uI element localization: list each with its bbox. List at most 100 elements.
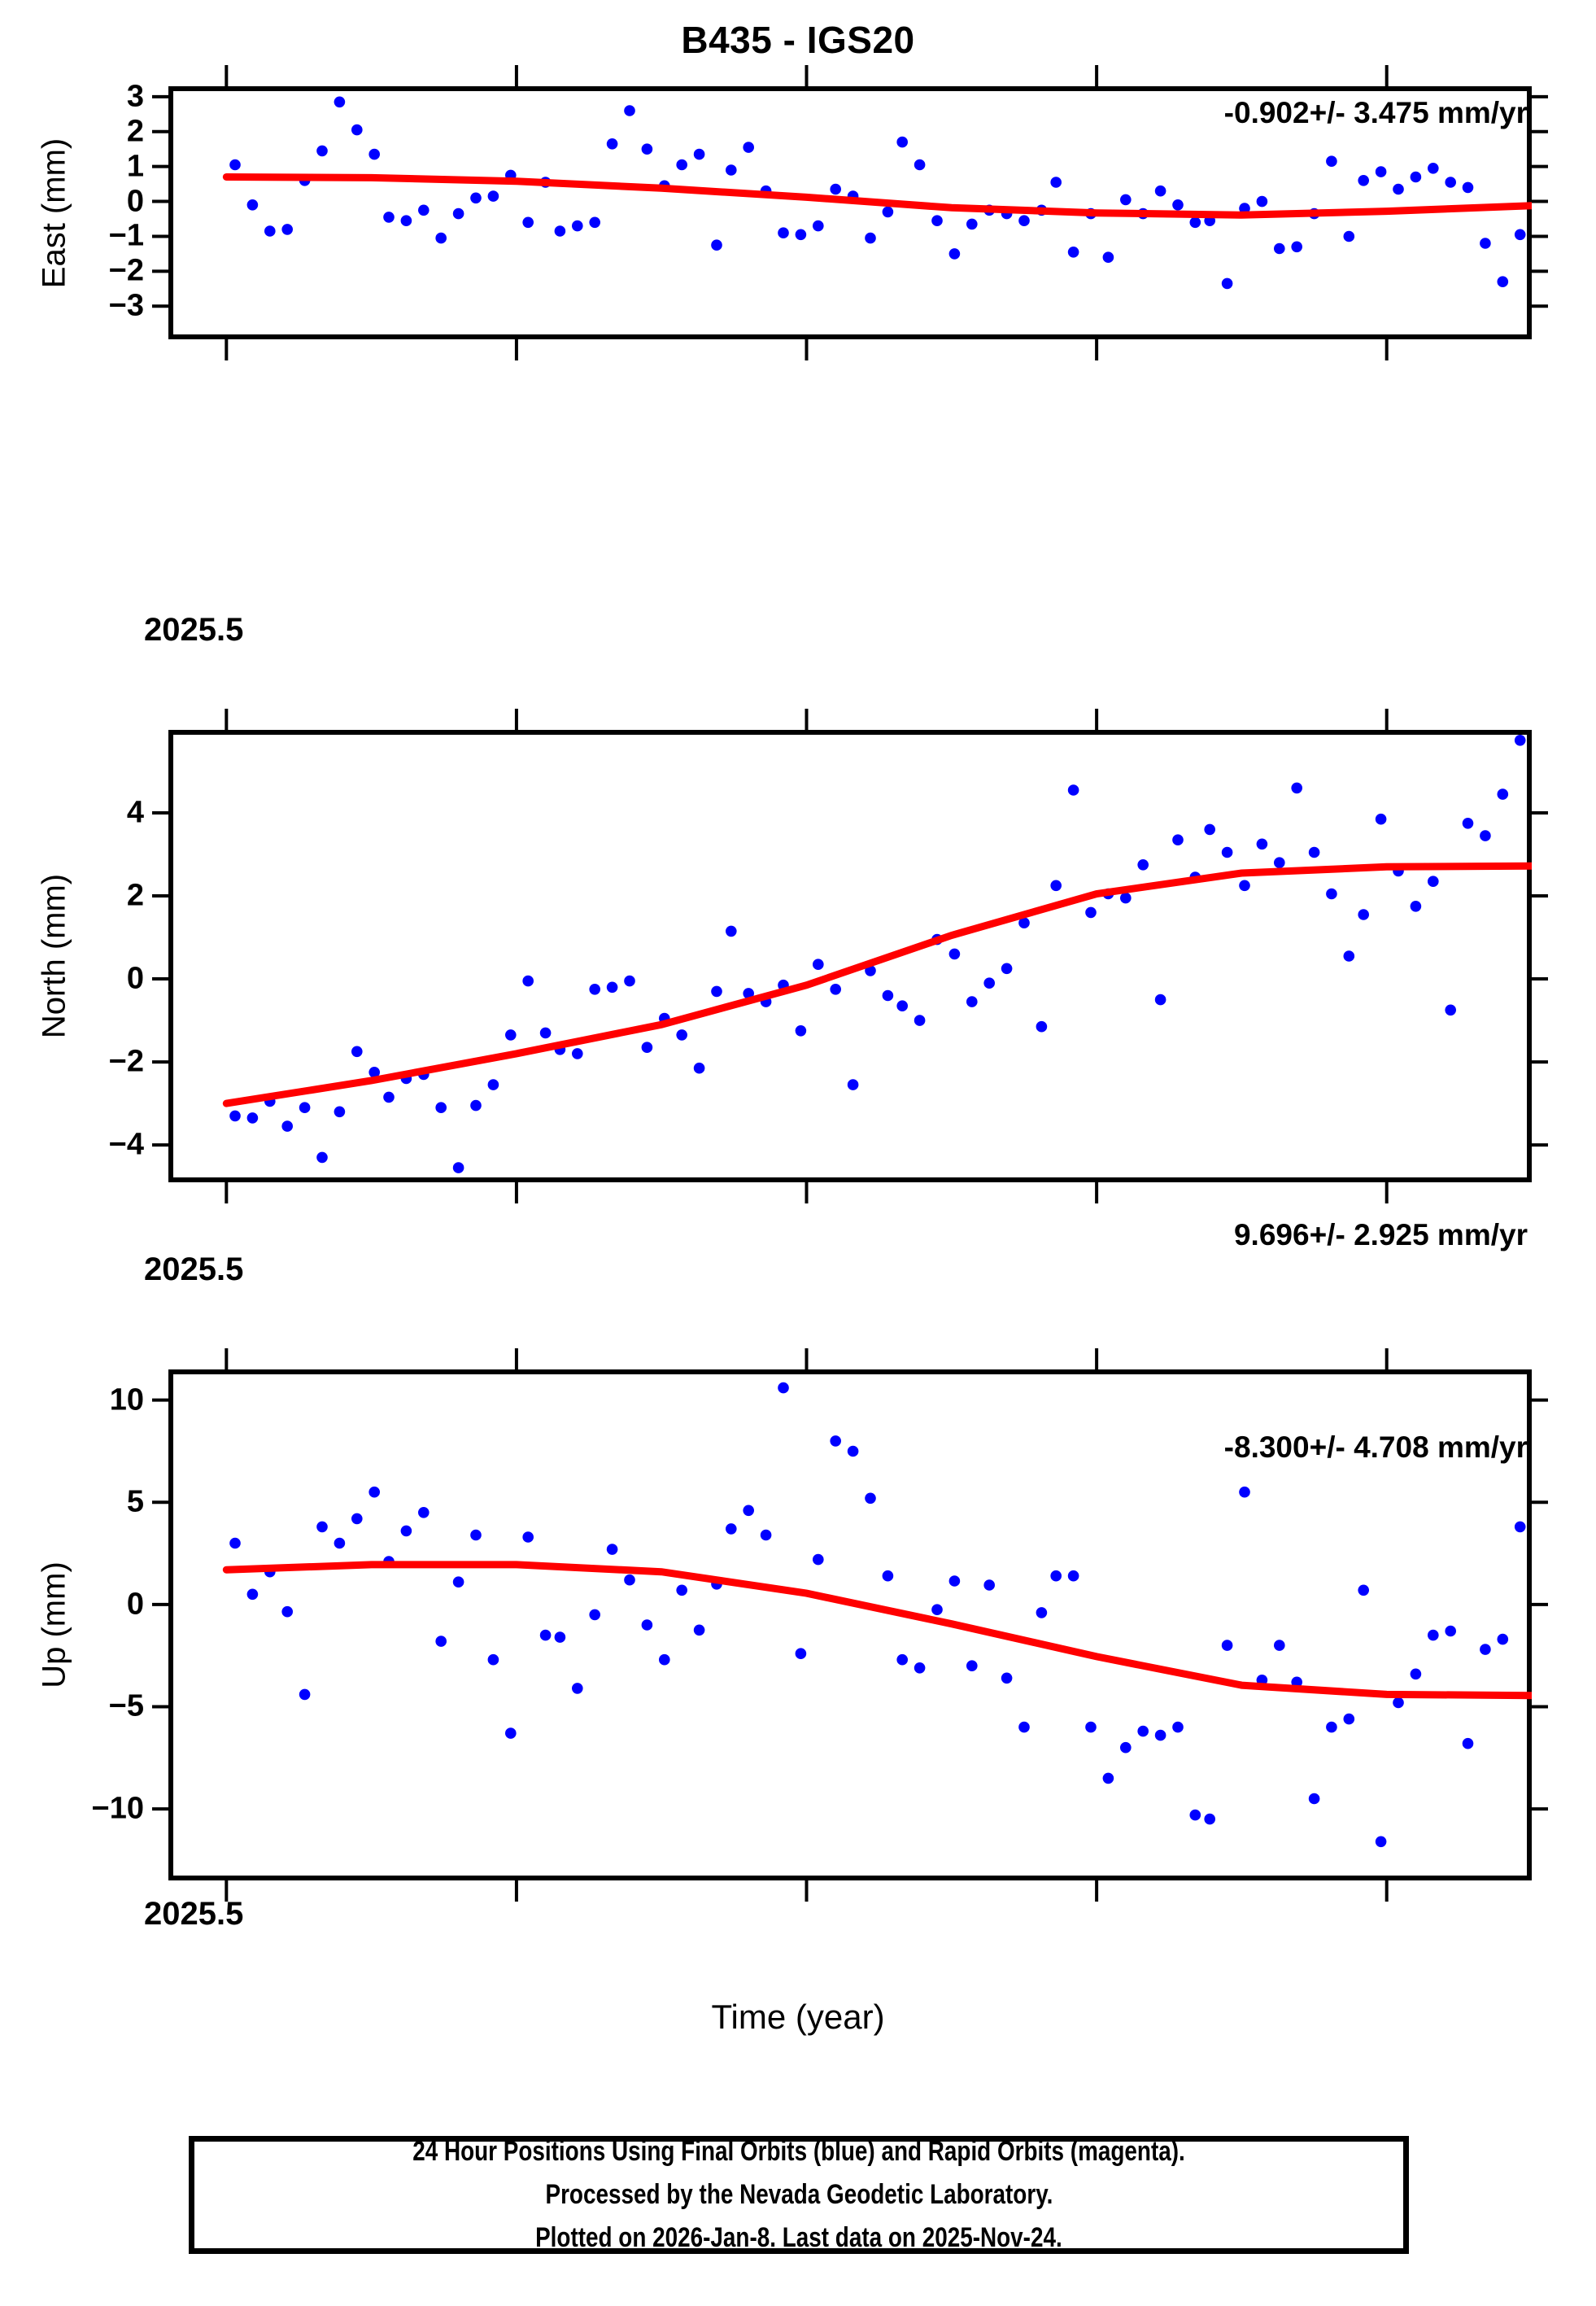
tick-marks <box>152 65 1548 360</box>
data-point <box>1001 1672 1013 1684</box>
data-point <box>246 199 259 211</box>
data-point <box>1256 838 1268 850</box>
y-tick-label: 0 <box>126 1587 144 1622</box>
data-point <box>316 1151 328 1164</box>
data-point <box>711 239 722 251</box>
data-point <box>676 1029 687 1041</box>
data-point <box>400 215 412 226</box>
y-tick-label: 5 <box>126 1484 144 1519</box>
data-point <box>914 159 926 171</box>
data-point <box>1172 1721 1184 1733</box>
data-point <box>1274 1640 1285 1651</box>
data-point <box>435 1102 447 1113</box>
data-point <box>1428 876 1439 887</box>
data-point <box>1172 834 1184 845</box>
y-tick-label: 2 <box>126 878 144 913</box>
east-panel-plot-area <box>152 65 1548 360</box>
data-point <box>1375 813 1387 825</box>
data-point <box>368 148 380 160</box>
data-point <box>1239 1486 1250 1498</box>
data-point <box>1445 177 1456 188</box>
data-point <box>914 1015 926 1026</box>
data-point <box>1393 183 1404 195</box>
up-panel: 10 5 0 −5 −10 Up (mm) -8.300+/- 4.708 mm/yr 202… <box>0 0 1596 1932</box>
data-point <box>246 1588 259 1601</box>
data-point <box>1358 1584 1369 1596</box>
data-point <box>400 1525 412 1537</box>
data-point <box>1393 1697 1404 1709</box>
x-axis-title: Time (year) <box>711 1998 885 2036</box>
data-point <box>229 159 241 171</box>
data-point <box>760 1529 772 1541</box>
data-point <box>830 1435 841 1447</box>
data-point <box>778 227 789 238</box>
data-point <box>589 216 600 229</box>
data-point <box>1036 1607 1048 1618</box>
data-point <box>795 1648 807 1659</box>
data-point <box>1067 1570 1079 1582</box>
y-tick-label: 0 <box>126 961 144 996</box>
data-point <box>1050 880 1062 892</box>
data-point <box>435 1636 447 1647</box>
y-tick-label: 4 <box>126 795 144 830</box>
data-point <box>299 1102 311 1113</box>
data-point <box>1102 251 1114 263</box>
page-title: B435 - IGS20 <box>681 19 915 61</box>
up-panel-rate-annotation: -8.300+/- 4.708 mm/yr <box>1223 1430 1528 1464</box>
data-point <box>383 1091 395 1103</box>
data-point <box>1343 1713 1355 1725</box>
data-point <box>882 206 894 218</box>
trend-line <box>222 862 1532 1107</box>
data-point <box>435 232 447 244</box>
data-point <box>264 225 276 237</box>
data-point <box>470 192 482 204</box>
data-point <box>1462 181 1474 194</box>
data-point <box>896 1000 908 1011</box>
data-point <box>693 1062 705 1074</box>
data-point <box>795 229 807 241</box>
data-point <box>281 224 293 235</box>
data-point <box>368 1486 380 1498</box>
data-point <box>1018 917 1030 928</box>
data-point <box>966 1660 978 1671</box>
x-start-label: 2025.5 <box>144 1251 244 1287</box>
data-point <box>1001 963 1013 975</box>
data-point <box>1445 1625 1456 1637</box>
x-start-label: 2025.5 <box>144 1896 244 1932</box>
data-point <box>368 1067 380 1078</box>
data-point <box>1172 199 1184 211</box>
data-point <box>1326 888 1337 900</box>
data-point <box>847 1445 859 1457</box>
caption-line-1: 24 Hour Positions Using Final Orbits (bl… <box>412 2136 1185 2168</box>
caption-line-2: Processed by the Nevada Geodetic Laborat… <box>545 2179 1053 2211</box>
up-panel-y-axis-title: Up (mm) <box>36 1561 72 1688</box>
data-point <box>1154 994 1166 1006</box>
data-point <box>966 996 978 1007</box>
y-tick-label: −5 <box>108 1688 144 1723</box>
data-point <box>1274 242 1285 255</box>
y-tick-label: 3 <box>126 79 144 114</box>
y-tick-label: −4 <box>108 1127 144 1162</box>
data-point <box>418 1507 430 1518</box>
data-point <box>1189 1809 1201 1821</box>
data-point <box>1410 171 1422 183</box>
data-point <box>334 96 346 108</box>
x-start-label: 2025.5 <box>144 612 244 648</box>
y-tick-label: −2 <box>108 1044 144 1079</box>
north-panel-rate-annotation: 9.696+/- 2.925 mm/yr <box>1233 1218 1528 1251</box>
north-panel: 4 2 0 −2 −4 North (mm) 9.696+/- 2.925 mm/yr 202… <box>0 0 1596 1287</box>
data-point <box>641 1042 653 1053</box>
y-tick-label: 1 <box>126 149 144 184</box>
data-point <box>606 981 618 994</box>
data-point <box>1514 1521 1526 1533</box>
data-point <box>1343 230 1355 242</box>
data-point <box>299 1688 311 1701</box>
data-point <box>624 975 635 987</box>
data-point <box>1274 857 1285 868</box>
data-point <box>711 985 722 998</box>
y-tick-label: 10 <box>109 1382 144 1417</box>
y-tick-label: 2 <box>126 114 144 149</box>
up-panel-plot-area <box>152 1348 1548 1902</box>
data-point <box>1085 906 1097 919</box>
data-point <box>1067 247 1079 258</box>
